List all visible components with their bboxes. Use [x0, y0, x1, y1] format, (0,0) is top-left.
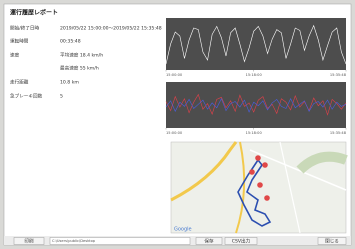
map-attribution: Google: [174, 227, 192, 233]
window: 運行履歴レポート 開始/終了日時 2019/05/22 15:00:00～2019…: [0, 0, 355, 249]
save-label: 保存: [204, 238, 214, 245]
pin: [257, 182, 263, 188]
row-value: 最高速度 55 km/h: [60, 65, 99, 72]
save-button[interactable]: 保存: [196, 238, 222, 245]
row-value: 平均速度 18.4 km/h: [60, 52, 103, 59]
row-label: 急ブレーキ回数: [10, 93, 43, 100]
x-tick-label: 15:18:00: [246, 73, 263, 77]
pin: [262, 162, 268, 168]
row-value: 00:35:48: [60, 39, 81, 45]
csv-button[interactable]: CSV出力: [225, 238, 257, 245]
path-field[interactable]: C:\Users\public\Desktop: [50, 238, 190, 245]
pin: [249, 169, 255, 175]
row-label: 速度: [10, 52, 20, 59]
close-label: 閉じる: [325, 239, 339, 245]
pin: [264, 195, 270, 201]
x-tick-label: 15:35:48: [330, 131, 347, 135]
x-tick-label: 15:00:00: [166, 131, 183, 135]
x-tick-label: 15:00:00: [166, 73, 183, 77]
row-label: 開始/終了日時: [10, 25, 40, 32]
row-label: 運転時間: [10, 39, 29, 45]
csv-label: CSV出力: [232, 238, 251, 245]
row-value: 5: [60, 94, 63, 100]
map: Google: [171, 142, 346, 233]
x-tick-label: 15:35:48: [330, 73, 347, 77]
row-value: 2019/05/22 15:00:00～2019/05/22 15:35:48: [60, 26, 162, 32]
print-label: 印刷: [24, 238, 34, 245]
report-title: 運行履歴レポート: [10, 9, 58, 17]
pin: [255, 155, 261, 161]
row-label: 走行距離: [10, 79, 29, 86]
x-tick-label: 15:18:00: [246, 131, 263, 135]
path-text: C:\Users\public\Desktop: [52, 239, 96, 243]
close-button[interactable]: 閉じる: [318, 238, 346, 245]
row-value: 10.8 km: [60, 80, 79, 86]
page: {"header": {"title": "運行履歴レポート"}, "detai…: [0, 0, 355, 249]
print-button[interactable]: 印刷: [14, 238, 44, 245]
